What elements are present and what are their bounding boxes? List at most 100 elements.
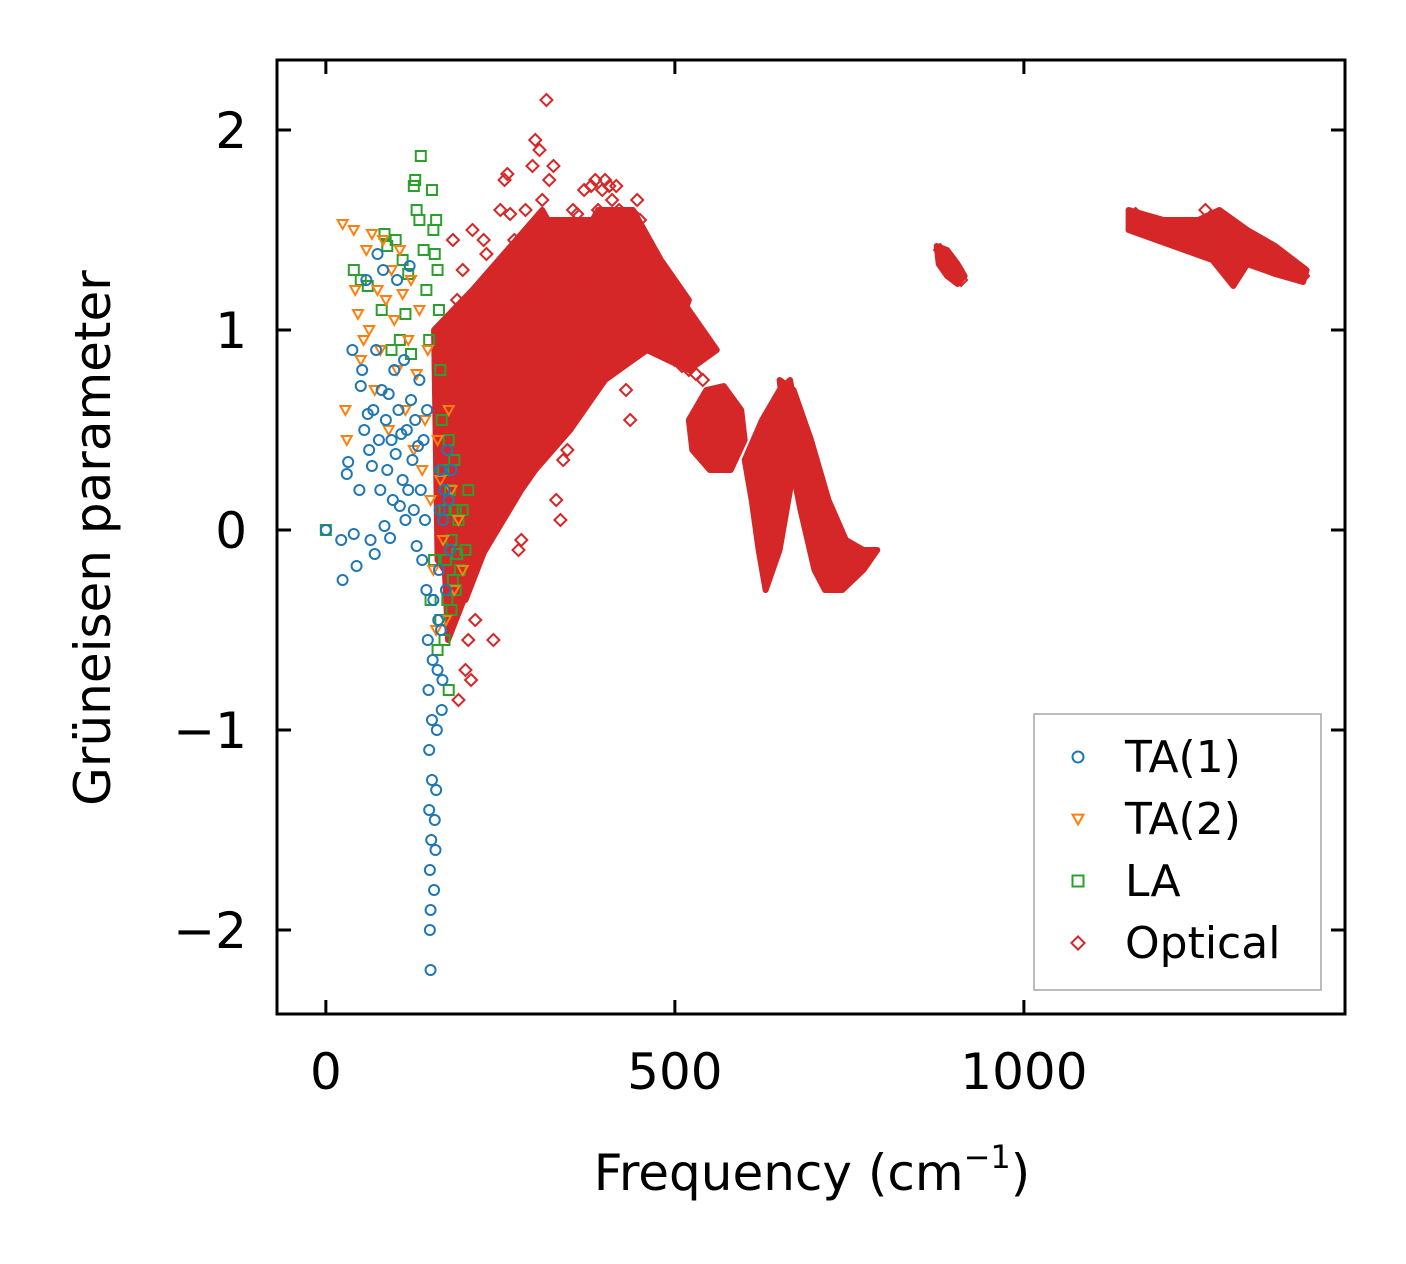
data-point [407,504,420,516]
data-point [399,308,412,320]
data-point [442,494,455,506]
data-point [381,464,394,476]
data-point [441,444,454,456]
data-point [359,245,374,258]
data-point [476,232,492,248]
data-point [348,285,362,298]
data-point [953,272,969,288]
data-point [335,534,348,546]
optical-dense-region [685,383,748,473]
data-point [499,166,515,182]
data-point [393,245,407,258]
data-point [385,434,398,446]
data-point [429,625,443,638]
data-point [403,260,416,272]
data-point [458,662,473,678]
x-tick-label: 0 [310,1043,342,1101]
legend-entry-optical: Optical [1069,918,1280,969]
data-point [401,335,415,348]
data-point [559,442,575,458]
data-point [375,304,388,316]
data-point [437,514,450,526]
data-point [417,244,430,256]
y-tick-label: 0 [215,502,247,560]
data-point [393,500,406,512]
data-point [335,219,350,232]
data-point [608,178,624,194]
data-point [350,560,363,572]
data-point [399,514,412,526]
data-point [342,456,355,468]
data-point [451,515,466,528]
data-point [422,684,435,696]
data-point [381,425,396,438]
data-point [336,574,349,586]
data-point [695,372,711,388]
data-point [539,92,554,108]
data-point [423,864,436,876]
data-point [340,435,354,448]
data-point [363,444,376,456]
data-point [420,284,433,296]
y-tick-label: 2 [215,102,247,160]
data-layer [319,92,1311,976]
data-point [370,344,383,356]
data-point [379,295,393,308]
data-point [385,344,398,356]
data-point [421,634,434,646]
data-point [653,332,669,348]
data-point [405,394,418,406]
legend-label: TA(1) [1124,732,1241,783]
data-point [459,544,472,556]
data-point [396,254,409,266]
data-point [432,304,445,316]
data-point [425,834,438,846]
data-point [431,644,444,656]
data-point [384,532,397,544]
data-point [425,184,438,196]
data-point [368,548,381,560]
legend: TA(1) TA(2) LA Optical [1033,713,1322,991]
data-point [430,784,443,796]
y-tick-label: 1 [215,302,247,360]
data-point [391,274,404,286]
legend-label: LA [1125,856,1181,907]
data-point [615,222,631,238]
data-point [490,302,505,318]
legend-marker [1070,813,1086,827]
data-point [590,202,606,218]
data-point [389,448,402,460]
data-point [421,404,434,416]
data-point [378,520,391,532]
data-point [434,364,447,376]
data-point [435,414,448,426]
data-point [371,248,384,260]
data-point [379,414,392,426]
data-point [611,202,627,218]
data-point [392,404,405,416]
data-point [639,282,655,298]
data-point [573,272,589,288]
data-point [451,692,466,708]
data-point [433,504,446,516]
data-point [587,172,603,188]
data-point [435,704,448,716]
data-point [425,714,438,726]
data-point [449,292,465,308]
data-point [444,544,457,556]
data-point [532,142,547,158]
data-point [465,222,480,238]
data-point [1142,212,1157,228]
data-point [1184,232,1199,248]
data-point [434,464,447,476]
data-point [463,672,479,688]
data-point [404,275,418,288]
data-point [1128,206,1144,222]
data-point [438,634,451,646]
data-point [347,264,360,276]
data-point [398,354,411,366]
data-point [387,315,401,328]
data-point [618,382,634,398]
data-point [1253,252,1269,268]
